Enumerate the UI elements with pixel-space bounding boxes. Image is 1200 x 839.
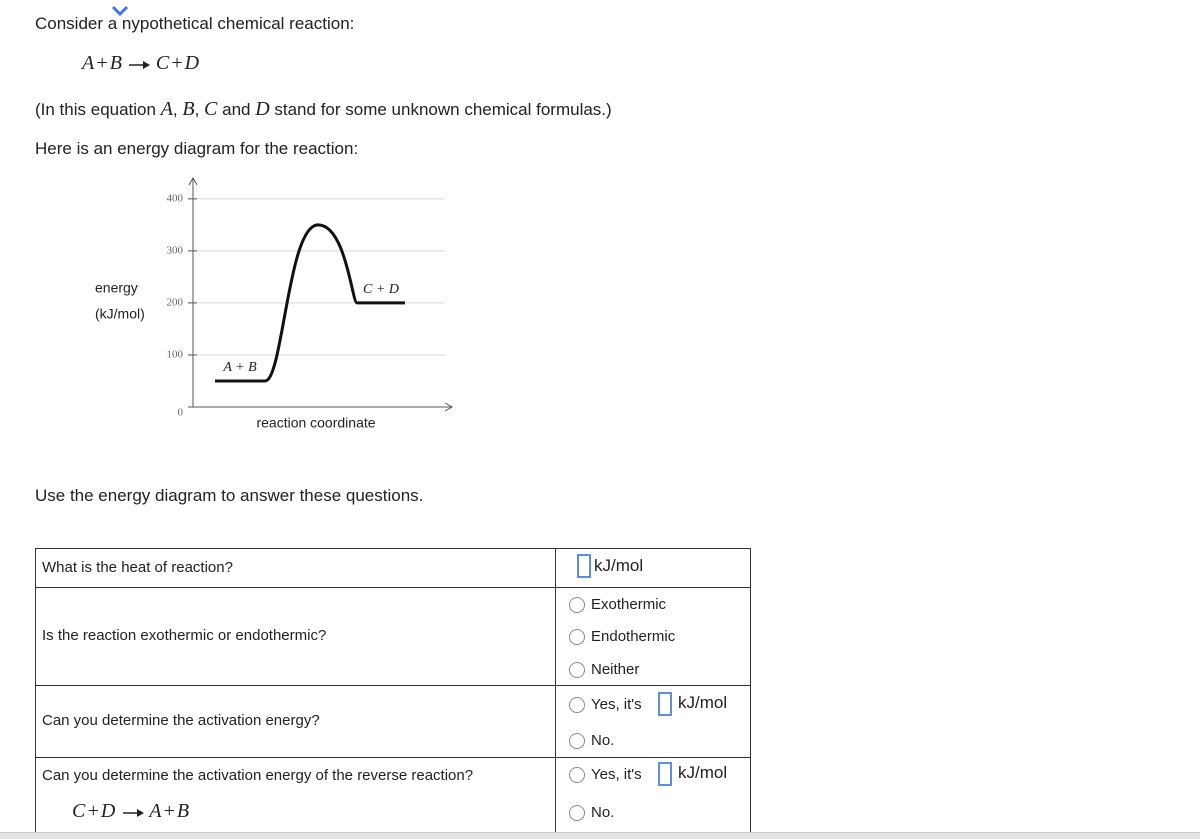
unit: kJ/mol bbox=[594, 556, 644, 575]
y-axis-label: energy bbox=[95, 280, 138, 296]
reactants: C+D bbox=[72, 800, 117, 822]
collapse-chevron[interactable] bbox=[108, 2, 132, 20]
y-tick-label: 300 bbox=[167, 244, 184, 256]
radio[interactable] bbox=[569, 697, 585, 713]
radio[interactable] bbox=[569, 597, 585, 613]
unit: kJ/mol bbox=[678, 693, 728, 712]
y-tick-label: 0 bbox=[178, 407, 184, 419]
answer-input[interactable] bbox=[577, 554, 591, 578]
energy-diagram: 0 100 200 300 400 energy (kJ/mol) reaction coor… bbox=[95, 176, 454, 431]
reactants: A+B bbox=[82, 52, 123, 74]
option: No. bbox=[591, 804, 615, 821]
x-axis-arrow bbox=[444, 402, 454, 412]
column-divider bbox=[555, 548, 556, 839]
products: C+D bbox=[155, 52, 201, 74]
note-text: , bbox=[194, 100, 205, 119]
y-axis-label: (kJ/mol) bbox=[95, 306, 145, 322]
scroll-bar bbox=[0, 832, 1200, 839]
question: Can you determine the activation energy? bbox=[42, 712, 320, 729]
option: Yes, it's bbox=[591, 696, 642, 713]
question: Can you determine the activation energy … bbox=[42, 767, 474, 784]
note-text: , bbox=[172, 100, 183, 119]
y-tick-label: 200 bbox=[167, 296, 184, 308]
option-text: Yes, it's bbox=[591, 696, 642, 713]
option: Exothermic bbox=[591, 596, 667, 613]
reaction-curve bbox=[264, 223, 359, 383]
radio[interactable] bbox=[569, 662, 585, 678]
diagram-intro: Here is an energy diagram for the reacti… bbox=[35, 139, 359, 158]
equation: A+B C+D bbox=[82, 52, 200, 75]
arrow bbox=[129, 60, 151, 69]
symbol: D bbox=[255, 98, 270, 120]
option: No. bbox=[591, 732, 615, 749]
symbol: C bbox=[204, 98, 218, 120]
table-row bbox=[35, 757, 751, 839]
radio[interactable] bbox=[569, 733, 585, 749]
answer-input[interactable] bbox=[658, 692, 672, 716]
reverse-equation: C+D A+B bbox=[72, 800, 190, 823]
note: (In this equation A, B, C and D stand fo… bbox=[35, 98, 612, 121]
note-text: stand for some unknown chemical formulas… bbox=[269, 100, 612, 119]
answer-input[interactable] bbox=[658, 762, 672, 786]
question: What is the heat of reaction? bbox=[42, 559, 233, 576]
instruction: Use the energy diagram to answer these q… bbox=[35, 486, 424, 505]
arrow bbox=[122, 808, 144, 817]
radio[interactable] bbox=[569, 805, 585, 821]
x-axis-label: reaction coordinate bbox=[256, 415, 375, 431]
y-tick-label: 400 bbox=[167, 192, 184, 204]
question: Is the reaction exothermic or endothermi… bbox=[42, 627, 327, 644]
y-axis-arrow bbox=[188, 176, 198, 186]
level-label: C + D bbox=[363, 282, 399, 297]
note-text: (In this equation bbox=[35, 100, 161, 119]
level-label: A + B bbox=[222, 360, 257, 375]
option-text: Yes, it's bbox=[591, 766, 642, 783]
symbol: A bbox=[160, 98, 173, 120]
radio[interactable] bbox=[569, 629, 585, 645]
option: Yes, it's bbox=[591, 766, 642, 783]
option: Endothermic bbox=[591, 628, 676, 645]
option: Neither bbox=[591, 661, 640, 678]
products: A+B bbox=[149, 800, 191, 822]
radio[interactable] bbox=[569, 767, 585, 783]
y-tick-label: 100 bbox=[167, 348, 184, 360]
unit: kJ/mol bbox=[678, 763, 728, 782]
note-text: and bbox=[217, 100, 256, 119]
symbol: B bbox=[182, 98, 195, 120]
